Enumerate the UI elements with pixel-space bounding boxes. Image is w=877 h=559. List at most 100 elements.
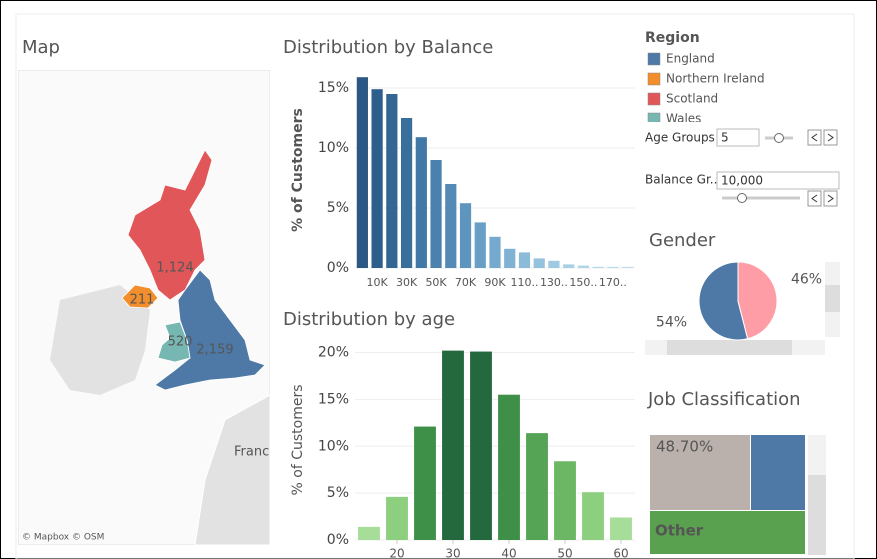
bar: [526, 433, 548, 540]
bar: [386, 496, 408, 540]
chart-title: Distribution by Balance: [283, 37, 493, 58]
bar: [607, 266, 619, 268]
slider-handle[interactable]: [737, 193, 747, 203]
bar: [582, 492, 604, 540]
treemap-tile: [751, 435, 805, 510]
x-tick-label: 50K: [425, 276, 447, 289]
bar: [622, 266, 634, 268]
y-tick-label: 0%: [327, 260, 349, 276]
x-tick-label: 30: [445, 547, 460, 559]
x-tick-label: 30K: [396, 276, 418, 289]
bar: [470, 351, 492, 540]
bar: [610, 517, 632, 540]
arrow: [811, 194, 818, 203]
map-label: 2,159: [196, 343, 233, 358]
bar: [459, 203, 472, 268]
legend-swatch: [647, 112, 661, 122]
input-value: 10,000: [721, 174, 763, 188]
bar: [430, 160, 442, 268]
legend-label: Northern Ireland: [666, 72, 765, 86]
map-label: 211: [130, 293, 155, 308]
bar: [577, 265, 590, 268]
input-value: 5: [721, 131, 729, 145]
arrow: [811, 133, 818, 142]
bar: [504, 248, 516, 268]
input[interactable]: [716, 128, 760, 147]
bar: [533, 258, 545, 268]
legend-swatch: [647, 92, 661, 106]
y-axis-label: % of Customers: [290, 385, 306, 496]
y-tick-label: 0%: [327, 532, 349, 548]
legend-label: England: [666, 52, 715, 66]
treemap-label: 48.70%: [656, 438, 713, 456]
x-tick-label: 70K: [455, 276, 477, 289]
scroll-thumb[interactable]: [808, 475, 826, 555]
x-tick-label: 50: [557, 547, 572, 559]
bar: [386, 94, 398, 268]
prev-button[interactable]: [807, 129, 822, 146]
pie-label: 54%: [656, 315, 687, 331]
y-tick-label: 10%: [318, 140, 349, 156]
map-region: [121, 284, 159, 309]
bar: [489, 236, 501, 268]
y-tick-label: 5%: [327, 485, 349, 501]
map-region: [127, 149, 213, 301]
bar: [445, 184, 457, 268]
arrow: [827, 194, 834, 203]
scroll-thumb[interactable]: [667, 340, 792, 355]
inner-frame: [15, 13, 855, 559]
y-tick-label: 20%: [318, 345, 349, 361]
y-tick-label: 15%: [318, 80, 349, 96]
x-tick-label: 130..: [540, 276, 568, 289]
x-tick-label: 40: [501, 547, 516, 559]
chart-title: Gender: [649, 230, 716, 251]
bar: [414, 426, 436, 540]
y-tick-label: 5%: [327, 200, 349, 216]
next-button[interactable]: [823, 129, 838, 146]
map-region: [157, 321, 191, 363]
control-label: Age Groups: [645, 131, 715, 145]
scroll-thumb[interactable]: [825, 285, 840, 312]
land: [50, 285, 150, 395]
pie-slice: [698, 261, 749, 341]
bar: [592, 266, 604, 268]
legend-swatch: [647, 72, 661, 86]
bar: [371, 89, 383, 268]
bar: [563, 264, 575, 268]
x-tick-label: 10K: [366, 276, 388, 289]
map-label: 520: [168, 335, 193, 350]
land: [194, 394, 270, 545]
next-button[interactable]: [823, 190, 838, 207]
input[interactable]: [716, 171, 840, 190]
map-label: 1,124: [156, 261, 193, 276]
attribution: © Mapbox © OSM: [22, 533, 104, 543]
bar: [498, 394, 520, 540]
y-tick-label: 15%: [318, 391, 349, 407]
chart-title: Distribution by age: [283, 309, 455, 330]
chart-title: Job Classification: [647, 389, 801, 410]
treemap: 48.70% Other: [650, 435, 805, 554]
y-axis-label: % of Customers: [290, 108, 306, 232]
x-tick-label: 110..: [510, 276, 538, 289]
bar: [356, 77, 368, 268]
x-tick-label: 170..: [599, 276, 627, 289]
legend: England Northern Ireland Scotland Wales: [647, 52, 765, 126]
map-title: Map: [22, 37, 60, 58]
place-label: France: [234, 445, 277, 460]
bar: [474, 222, 486, 268]
legend-swatch: [647, 52, 661, 66]
arrow: [827, 133, 834, 142]
legend-label: Wales: [666, 112, 701, 126]
pie-label: 46%: [791, 271, 822, 287]
x-tick-label: 20: [389, 547, 404, 559]
legend-title: Region: [645, 30, 700, 46]
bar: [554, 461, 576, 540]
bar: [400, 118, 413, 268]
prev-button[interactable]: [807, 190, 822, 207]
map: France 2,159 211 1,124 520: [18, 70, 277, 545]
bar: [358, 526, 380, 540]
bar: [442, 350, 464, 540]
slider-handle[interactable]: [774, 133, 784, 143]
